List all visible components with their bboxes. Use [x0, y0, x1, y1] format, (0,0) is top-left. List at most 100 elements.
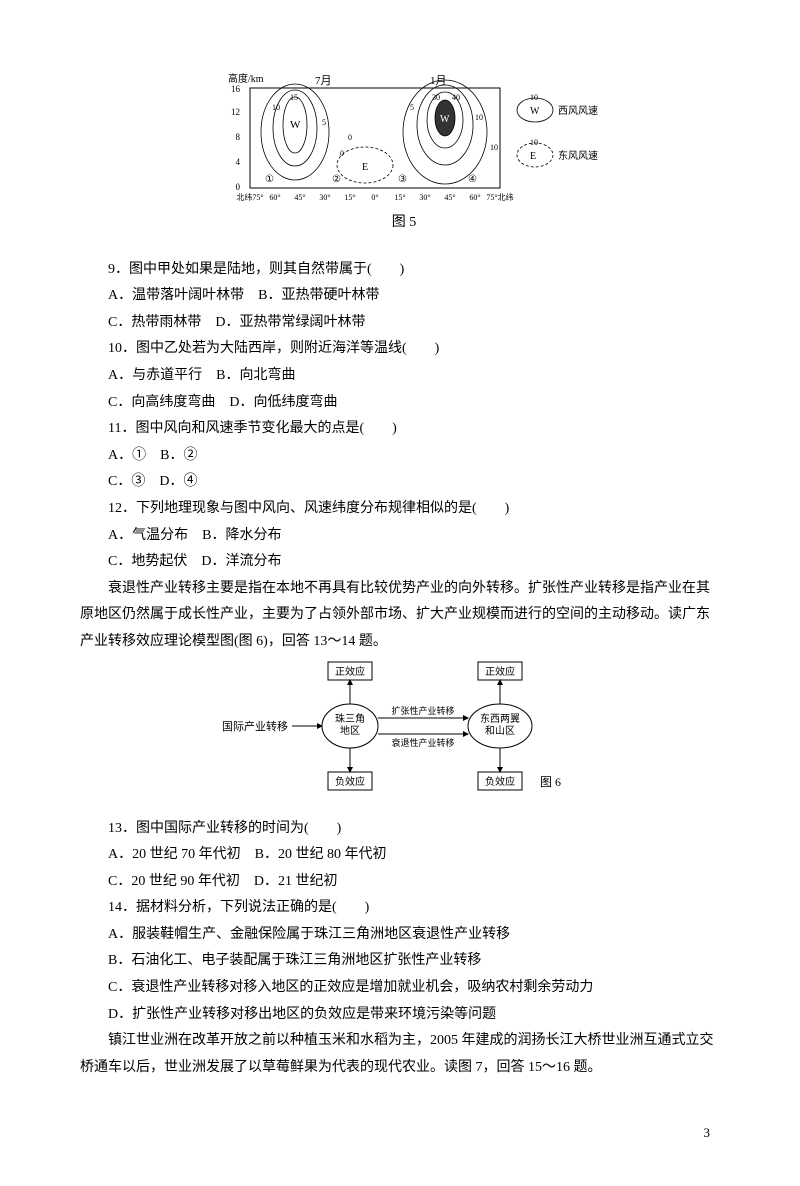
svg-text:0: 0 [236, 182, 241, 192]
passage-3: 镇江世业洲在改革开放之前以种植玉米和水稻为主，2005 年建成的润扬长江大桥世业… [80, 1028, 720, 1081]
q10-opt-d: D．向低纬度弯曲 [229, 395, 337, 410]
passage-2: 衰退性产业转移主要是指在本地不再具有比较优势产业的向外转移。扩张性产业转移是指产… [80, 576, 720, 656]
q13-opt-d: D．21 世纪初 [254, 874, 338, 889]
q14-opt-b: B．石油化工、电子装配属于珠江三角洲地区扩张性产业转移 [80, 948, 720, 975]
svg-text:③: ③ [398, 174, 407, 185]
svg-text:75°北纬: 75°北纬 [486, 192, 513, 202]
svg-text:0: 0 [340, 149, 344, 158]
node-prd-l1: 珠三角 [335, 712, 365, 725]
q11-opt-a: A．① [108, 448, 146, 463]
svg-text:衰退性产业转移: 衰退性产业转移 [391, 737, 454, 748]
svg-text:图 6: 图 6 [540, 775, 561, 789]
q10-opt-a: A．与赤道平行 [108, 368, 202, 383]
q13-opt-a: A．20 世纪 70 年代初 [108, 847, 241, 862]
svg-text:4: 4 [236, 157, 241, 167]
svg-text:16: 16 [231, 84, 241, 94]
svg-text:60°: 60° [269, 193, 280, 202]
q12-opt-a: A．气温分布 [108, 528, 188, 543]
svg-text:40: 40 [452, 93, 460, 102]
q13-opt-b: B．20 世纪 80 年代初 [255, 847, 387, 862]
svg-text:W: W [530, 106, 540, 117]
question-13-options-cd: C．20 世纪 90 年代初 D．21 世纪初 [80, 869, 720, 896]
svg-text:国际产业转移: 国际产业转移 [222, 719, 288, 733]
q9-opt-c: C．热带雨林带 [108, 315, 201, 330]
exam-page: 高度/km 0 4 8 12 16 7月 1月 北纬75° 60° 45° 30… [0, 0, 800, 1186]
q9-opt-b: B．亚热带硬叶林带 [258, 288, 379, 303]
page-number: 3 [80, 1121, 720, 1146]
question-9-options-cd: C．热带雨林带 D．亚热带常绿阔叶林带 [80, 310, 720, 337]
question-10-stem: 10．图中乙处若为大陆西岸，则附近海洋等温线( ) [80, 336, 720, 363]
svg-text:45°: 45° [294, 193, 305, 202]
svg-text:10: 10 [272, 103, 280, 112]
question-12-options-ab: A．气温分布 B．降水分布 [80, 523, 720, 550]
q10-opt-c: C．向高纬度弯曲 [108, 395, 215, 410]
svg-text:5: 5 [322, 118, 326, 127]
svg-text:④: ④ [468, 174, 477, 185]
svg-text:7月: 7月 [315, 75, 332, 87]
question-10-options-ab: A．与赤道平行 B．向北弯曲 [80, 363, 720, 390]
question-13-stem: 13．图中国际产业转移的时间为( ) [80, 816, 720, 843]
question-10-options-cd: C．向高纬度弯曲 D．向低纬度弯曲 [80, 390, 720, 417]
figure-6-svg: 国际产业转移 珠三角 地区 东西两翼 和山区 扩张性产业转移 衰退性产业转移 正… [220, 656, 580, 796]
question-11-options-cd: C．③ D．④ [80, 469, 720, 496]
figure-5-caption: 图 5 [392, 210, 417, 237]
svg-text:②: ② [332, 174, 341, 185]
svg-text:60°: 60° [469, 193, 480, 202]
node-east-l1: 东西两翼 [480, 712, 520, 725]
svg-text:30: 30 [432, 93, 440, 102]
svg-text:负效应: 负效应 [335, 775, 365, 788]
q12-opt-c: C．地势起伏 [108, 554, 187, 569]
svg-text:30°: 30° [419, 193, 430, 202]
svg-text:E: E [362, 162, 368, 173]
svg-text:W: W [440, 114, 450, 125]
q12-opt-b: B．降水分布 [202, 528, 281, 543]
question-11-stem: 11．图中风向和风速季节变化最大的点是( ) [80, 416, 720, 443]
svg-text:15°: 15° [344, 193, 355, 202]
q10-opt-b: B．向北弯曲 [216, 368, 295, 383]
q14-opt-c: C．衰退性产业转移对移入地区的正效应是增加就业机会，吸纳农村剩余劳动力 [80, 975, 720, 1002]
svg-text:正效应: 正效应 [485, 665, 515, 678]
svg-text:东风风速: 东风风速 [558, 149, 598, 162]
svg-text:15: 15 [290, 93, 298, 102]
question-12-stem: 12．下列地理现象与图中风向、风速纬度分布规律相似的是( ) [80, 496, 720, 523]
svg-text:0: 0 [348, 133, 352, 142]
question-9-options-ab: A．温带落叶阔叶林带 B．亚热带硬叶林带 [80, 283, 720, 310]
svg-text:西风风速: 西风风速 [558, 105, 598, 117]
node-east-l2: 和山区 [485, 725, 515, 737]
figure-6: 国际产业转移 珠三角 地区 东西两翼 和山区 扩张性产业转移 衰退性产业转移 正… [80, 656, 720, 796]
svg-text:30°: 30° [319, 193, 330, 202]
q11-opt-d: D．④ [159, 474, 197, 489]
svg-text:10: 10 [530, 138, 538, 147]
svg-text:负效应: 负效应 [485, 775, 515, 788]
question-9-stem: 9．图中甲处如果是陆地，则其自然带属于( ) [80, 257, 720, 284]
svg-text:12: 12 [231, 107, 240, 117]
q11-opt-c: C．③ [108, 474, 145, 489]
svg-text:45°: 45° [444, 193, 455, 202]
figure-5-svg: 高度/km 0 4 8 12 16 7月 1月 北纬75° 60° 45° 30… [200, 70, 600, 210]
q9-opt-a: A．温带落叶阔叶林带 [108, 288, 244, 303]
figure-5: 高度/km 0 4 8 12 16 7月 1月 北纬75° 60° 45° 30… [80, 70, 720, 237]
svg-text:10: 10 [530, 93, 538, 102]
svg-text:10: 10 [490, 143, 498, 152]
question-11-options-ab: A．① B．② [80, 443, 720, 470]
svg-text:10: 10 [475, 113, 483, 122]
svg-text:0°: 0° [371, 193, 378, 202]
node-prd-l2: 地区 [340, 724, 360, 737]
q14-opt-d: D．扩张性产业转移对移出地区的负效应是带来环境污染等问题 [80, 1002, 720, 1029]
svg-text:E: E [530, 151, 536, 162]
svg-text:正效应: 正效应 [335, 665, 365, 678]
question-13-options-ab: A．20 世纪 70 年代初 B．20 世纪 80 年代初 [80, 842, 720, 869]
q13-opt-c: C．20 世纪 90 年代初 [108, 874, 240, 889]
svg-text:15°: 15° [394, 193, 405, 202]
svg-text:5: 5 [410, 103, 414, 112]
svg-text:①: ① [265, 174, 274, 185]
question-14-stem: 14．据材料分析，下列说法正确的是( ) [80, 895, 720, 922]
q11-opt-b: B．② [160, 448, 197, 463]
svg-text:W: W [290, 119, 301, 131]
question-12-options-cd: C．地势起伏 D．洋流分布 [80, 549, 720, 576]
q9-opt-d: D．亚热带常绿阔叶林带 [215, 315, 365, 330]
svg-text:8: 8 [236, 132, 241, 142]
q12-opt-d: D．洋流分布 [201, 554, 281, 569]
svg-text:北纬75°: 北纬75° [236, 192, 263, 202]
q14-opt-a: A．服装鞋帽生产、金融保险属于珠江三角洲地区衰退性产业转移 [80, 922, 720, 949]
